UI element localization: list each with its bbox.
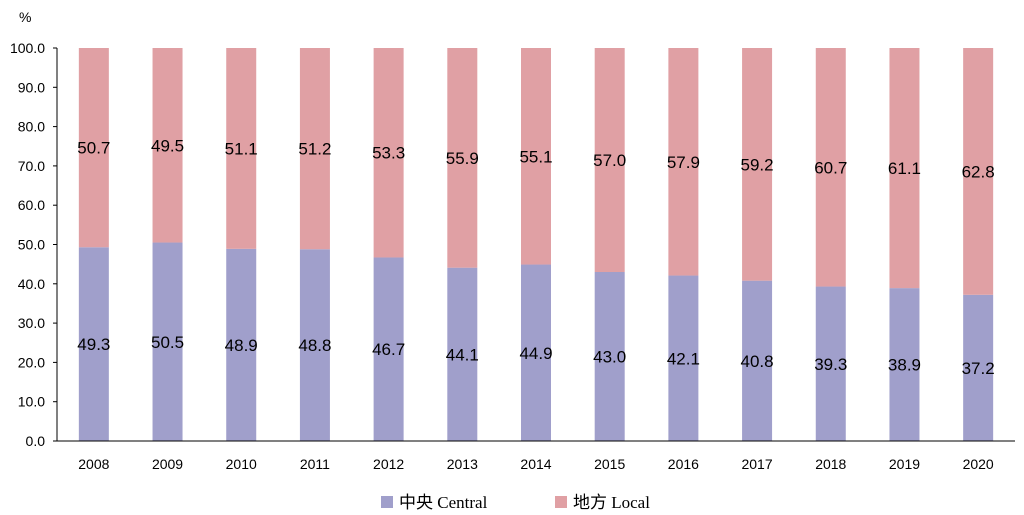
y-tick-label: 30.0: [18, 315, 45, 331]
legend-label-central: 中央 Central: [399, 493, 488, 512]
bar-segment-local: [594, 48, 625, 273]
data-label-central: 49.3: [77, 335, 110, 354]
data-label-central: 44.9: [519, 344, 552, 363]
y-axis-tick-labels: 0.0 10.0 20.0 30.0 40.0 50.0 60.0 70.0 80.0 90.0 1…: [10, 40, 45, 449]
bar-segment-local: [78, 48, 109, 248]
y-tick-label: 10.0: [18, 394, 45, 410]
data-label-local: 53.3: [372, 144, 405, 163]
bar-segment-central: [521, 264, 551, 441]
data-label-central: 48.8: [298, 336, 331, 355]
data-label-central: 43.0: [593, 348, 626, 367]
data-label-local: 51.1: [225, 139, 258, 158]
bar-segment-central: [78, 247, 109, 441]
bar-segment-central: [889, 288, 920, 441]
y-axis-unit-label: %: [19, 9, 31, 25]
y-tick-label: 100.0: [10, 40, 45, 56]
bar-segment-central: [668, 275, 699, 441]
data-label-local: 55.9: [446, 149, 479, 168]
y-tick-label: 40.0: [18, 276, 45, 292]
data-label-central: 44.1: [446, 345, 479, 364]
x-tick-label: 2008: [78, 456, 109, 472]
data-label-local: 60.7: [814, 158, 847, 177]
bar-segment-local: [226, 48, 257, 249]
bar-segment-central: [152, 242, 183, 441]
bar-segment-central: [963, 294, 994, 441]
bar-segment-local: [299, 48, 330, 250]
legend: 中央 Central 地方 Local: [381, 493, 650, 512]
data-label-local: 61.1: [888, 159, 921, 178]
bar-segment-central: [373, 257, 404, 441]
bar-segment-local: [373, 48, 404, 258]
bar-segment-central: [299, 249, 330, 441]
bar-segment-local: [668, 48, 699, 276]
bar-segment-central: [594, 272, 625, 441]
x-tick-label: 2020: [963, 456, 994, 472]
x-tick-label: 2013: [447, 456, 478, 472]
x-tick-label: 2015: [594, 456, 625, 472]
data-label-central: 40.8: [741, 352, 774, 371]
x-tick-label: 2016: [668, 456, 699, 472]
data-label-local: 57.0: [593, 151, 626, 170]
bar-segment-local: [815, 48, 846, 287]
x-tick-label: 2017: [741, 456, 772, 472]
data-label-local: 62.8: [962, 162, 995, 181]
data-label-central: 38.9: [888, 356, 921, 375]
legend-swatch-central: [381, 496, 393, 508]
bar-segment-central: [742, 280, 773, 441]
data-label-central: 37.2: [962, 359, 995, 378]
x-tick-label: 2018: [815, 456, 846, 472]
bar-segment-central: [447, 267, 478, 441]
bar-segment-local: [521, 48, 551, 265]
data-label-local: 59.2: [741, 155, 774, 174]
y-tick-label: 50.0: [18, 237, 45, 253]
x-axis-tick-labels: 2008 2009 2010 2011 2012 2013 2014 2015 2016 2017…: [78, 456, 994, 472]
axes: [53, 47, 1015, 442]
data-label-local: 55.1: [519, 147, 552, 166]
bar-segment-local: [889, 48, 920, 289]
legend-swatch-local: [555, 496, 567, 508]
data-label-central: 46.7: [372, 340, 405, 359]
data-label-central: 42.1: [667, 349, 700, 368]
data-label-local: 49.5: [151, 136, 184, 155]
x-tick-label: 2009: [152, 456, 183, 472]
x-tick-label: 2012: [373, 456, 404, 472]
y-tick-label: 60.0: [18, 197, 45, 213]
y-tick-label: 20.0: [18, 354, 45, 370]
data-label-central: 50.5: [151, 333, 184, 352]
bar-segment-local: [447, 48, 478, 268]
x-tick-label: 2011: [300, 456, 330, 472]
bar-data-labels: 49.3 50.7 50.5 49.5 48.9 51.1 48.8 51.2 46.7 53.3…: [77, 136, 994, 378]
x-tick-label: 2014: [520, 456, 551, 472]
bar-segment-central: [815, 286, 846, 441]
data-label-local: 57.9: [667, 153, 700, 172]
bar-segment-local: [742, 48, 773, 281]
data-label-central: 39.3: [814, 355, 847, 374]
y-tick-label: 90.0: [18, 79, 45, 95]
legend-label-local: 地方 Local: [573, 493, 650, 512]
y-tick-label: 0.0: [26, 433, 46, 449]
data-label-local: 51.2: [298, 140, 331, 159]
bar-segment-local: [963, 48, 994, 295]
y-tick-label: 70.0: [18, 158, 45, 174]
y-tick-label: 80.0: [18, 119, 45, 135]
x-tick-label: 2019: [889, 456, 920, 472]
bar-segment-central: [226, 248, 257, 441]
data-label-local: 50.7: [77, 139, 110, 158]
data-label-central: 48.9: [225, 336, 258, 355]
x-tick-label: 2010: [226, 456, 257, 472]
bars: [78, 48, 994, 441]
bar-segment-local: [152, 48, 183, 243]
